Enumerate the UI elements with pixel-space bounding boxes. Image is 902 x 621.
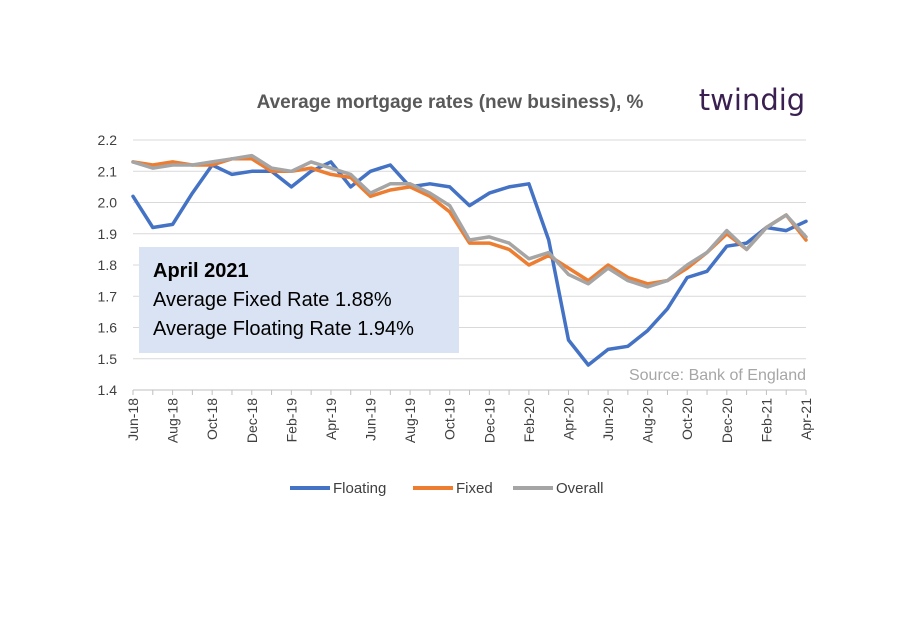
y-tick-label: 1.5 xyxy=(98,351,118,367)
series-lines xyxy=(131,153,808,367)
x-tick-label: Oct-19 xyxy=(442,398,458,440)
annotation-box: April 2021 Average Fixed Rate 1.88% Aver… xyxy=(139,247,459,353)
x-tick-label: Aug-18 xyxy=(165,398,181,443)
x-tick-label: Apr-21 xyxy=(798,398,814,440)
y-tick-label: 1.8 xyxy=(98,257,118,273)
x-tick-label: Dec-18 xyxy=(244,398,260,443)
y-tick-label: 2.0 xyxy=(98,195,118,211)
y-tick-label: 1.7 xyxy=(98,288,118,304)
y-tick-label: 1.6 xyxy=(98,320,118,336)
annotation-title: April 2021 xyxy=(153,260,249,282)
series-line-floating xyxy=(131,160,808,367)
x-axis: Jun-18 Aug-18 Oct-18 Dec-18 Feb-19 Apr-19 Jun-… xyxy=(125,389,814,443)
y-tick-label: 1.4 xyxy=(98,382,118,398)
y-tick-label: 2.1 xyxy=(98,163,118,179)
annotation-background xyxy=(139,247,459,353)
x-tick-label: Feb-20 xyxy=(521,398,537,443)
chart-title: Average mortgage rates (new business), % xyxy=(257,92,644,113)
x-tick-label: Oct-18 xyxy=(204,398,220,440)
series-line-overall xyxy=(131,153,808,289)
y-tick-label: 1.9 xyxy=(98,226,118,242)
y-axis: 1.4 1.5 1.6 1.7 1.8 1.9 2.0 2.1 2.2 xyxy=(98,132,118,398)
x-tick-label: Apr-20 xyxy=(560,398,576,440)
legend-label-fixed: Fixed xyxy=(456,480,493,497)
x-tick-label: Oct-20 xyxy=(679,398,695,440)
legend-label-overall: Overall xyxy=(556,480,604,497)
source-label: Source: Bank of England xyxy=(629,367,806,384)
x-tick-label: Aug-19 xyxy=(402,398,418,443)
x-tick-label: Jun-18 xyxy=(125,398,141,441)
twindig-logo: twindig xyxy=(699,83,805,117)
x-tick-label: Apr-19 xyxy=(323,398,339,440)
x-tick-label: Dec-19 xyxy=(481,398,497,443)
y-tick-label: 2.2 xyxy=(98,132,118,148)
annotation-floating-rate: Average Floating Rate 1.94% xyxy=(153,318,414,340)
x-tick-label: Jun-20 xyxy=(600,398,616,441)
x-tick-label: Aug-20 xyxy=(640,398,656,443)
x-tick-label: Jun-19 xyxy=(363,398,379,441)
x-tick-label: Feb-21 xyxy=(758,398,774,443)
x-tick-label: Feb-19 xyxy=(283,398,299,443)
legend-label-floating: Floating xyxy=(333,480,386,497)
x-tick-label: Dec-20 xyxy=(719,398,735,443)
legend: Floating Fixed Overall xyxy=(290,480,604,497)
annotation-fixed-rate: Average Fixed Rate 1.88% xyxy=(153,289,392,311)
